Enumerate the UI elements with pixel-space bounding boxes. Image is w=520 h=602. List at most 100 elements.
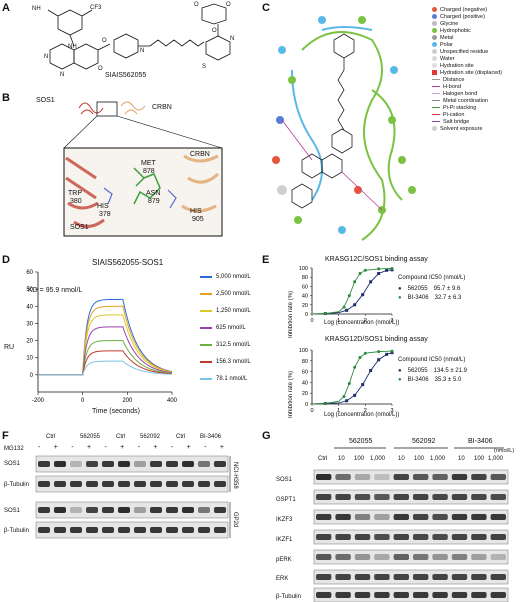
blot-band: [432, 514, 448, 520]
legend-swatch: [432, 42, 437, 47]
data-point: [345, 308, 349, 312]
data-point: [390, 351, 394, 355]
y-tick-label: 80: [302, 275, 308, 281]
y-tick-label: 0: [30, 373, 34, 379]
blot-band: [413, 592, 429, 598]
row-label: SOS1: [276, 477, 293, 483]
blot-strip: [35, 501, 229, 519]
y-tick-label: 80: [302, 359, 308, 365]
ic50-row: ● 562055 95.7 ± 9.6: [398, 286, 461, 292]
row-label: GSPT1: [276, 497, 296, 503]
chart-d-ylabel: RU: [4, 344, 15, 351]
atom-label: O: [98, 66, 103, 72]
data-point: [342, 305, 346, 309]
legend-item: 78.1 nmol/L: [200, 370, 270, 387]
row-label: β-Tubulin: [4, 482, 29, 488]
blot-band: [490, 514, 506, 520]
blot-band: [86, 481, 98, 487]
blot-band: [432, 534, 448, 540]
y-tick-label: 40: [302, 380, 308, 386]
chart-d-title: SIAIS562055-SOS1: [92, 258, 164, 267]
x-tick-label: 3: [390, 408, 393, 414]
fit-curve: [311, 268, 393, 315]
legend-item: Salt bridge: [432, 118, 520, 125]
sign: -: [104, 444, 107, 451]
chart-e2-title: KRASG12D/SOS1 binding assay: [325, 336, 428, 343]
blot-band: [354, 514, 371, 520]
blot-band: [490, 554, 506, 560]
sign: +: [219, 444, 224, 451]
data-point: [353, 303, 357, 307]
blot-band: [451, 534, 468, 540]
kd-label: KD = 95.9 nmol/L: [28, 287, 83, 294]
blot-band: [316, 554, 332, 560]
legend-line: [200, 343, 212, 346]
panel-label-a: A: [2, 2, 10, 14]
legend-swatch: [432, 107, 440, 108]
blot-strip: [313, 569, 509, 585]
blot-band: [335, 514, 351, 520]
legend-swatch: [432, 35, 437, 40]
blot-band: [150, 481, 162, 487]
blot-band: [182, 481, 194, 487]
blot-band: [451, 514, 468, 520]
y-tick-label: 60: [26, 270, 33, 276]
legend-line: [200, 326, 212, 329]
blot-band: [490, 474, 506, 480]
dose-label: 10: [398, 456, 405, 462]
blot-band: [316, 514, 332, 520]
residue-trp: TRP: [68, 190, 82, 197]
legend-swatch: [432, 79, 440, 80]
x-tick-label: 0: [81, 398, 85, 404]
blot-band: [118, 481, 130, 487]
legend-item: 156.3 nmol/L: [200, 353, 270, 370]
row-label: ERK: [276, 576, 289, 582]
blot-band: [393, 534, 409, 540]
blot-band: [38, 527, 50, 533]
interaction-diagram: [272, 16, 416, 241]
blot-band: [198, 507, 210, 513]
x-tick-label: 200: [122, 398, 133, 404]
ic50-row: ● 562055 134.5 ± 21.9: [398, 368, 467, 374]
atom-label: N: [60, 72, 64, 78]
legend-swatch: [432, 114, 440, 115]
legend-item: Metal: [432, 34, 520, 41]
blot-band: [214, 527, 226, 533]
blot-band: [102, 507, 114, 513]
residue-his905-num: 905: [192, 216, 204, 223]
y-tick-label: 100: [299, 348, 308, 354]
legend-item: Hydration site: [432, 62, 520, 69]
blot-band: [316, 574, 332, 580]
series-line: [38, 360, 173, 376]
data-point: [390, 349, 394, 353]
legend-line: [200, 292, 212, 295]
sos1-label: SOS1: [36, 97, 55, 104]
blot-strip: [313, 509, 509, 525]
group-label: Ctrl: [176, 434, 186, 440]
inset-crbn-label: CRBN: [190, 151, 210, 158]
legend-item: Unspecified residue: [432, 48, 520, 55]
legend-swatch: [432, 63, 437, 68]
blot-band: [198, 527, 210, 533]
data-point: [345, 399, 349, 403]
data-point: [353, 365, 357, 369]
residue-asn-num: 879: [148, 198, 160, 205]
row-label: IKZF3: [276, 517, 293, 523]
ic50-header-bottom: Compound IC50 (nmol/L): [398, 357, 466, 363]
blot-band: [393, 514, 409, 520]
data-point: [385, 268, 389, 272]
blot-band: [432, 592, 448, 598]
blot-band: [150, 507, 162, 513]
data-point: [385, 352, 389, 356]
blot-band: [451, 474, 468, 480]
legend-item: Hydrophobic: [432, 27, 520, 34]
fit-curve: [311, 350, 393, 405]
ic50-row: ● BI-3406 35.3 ± 5.0: [398, 377, 462, 383]
sign: +: [153, 444, 158, 451]
legend-item: Glycine: [432, 20, 520, 27]
blot-band: [432, 554, 448, 560]
x-tick-label: -200: [32, 398, 45, 404]
residue-his378: HIS: [97, 203, 109, 210]
blot-band: [432, 574, 448, 580]
residue-asn: ASN: [146, 190, 161, 197]
